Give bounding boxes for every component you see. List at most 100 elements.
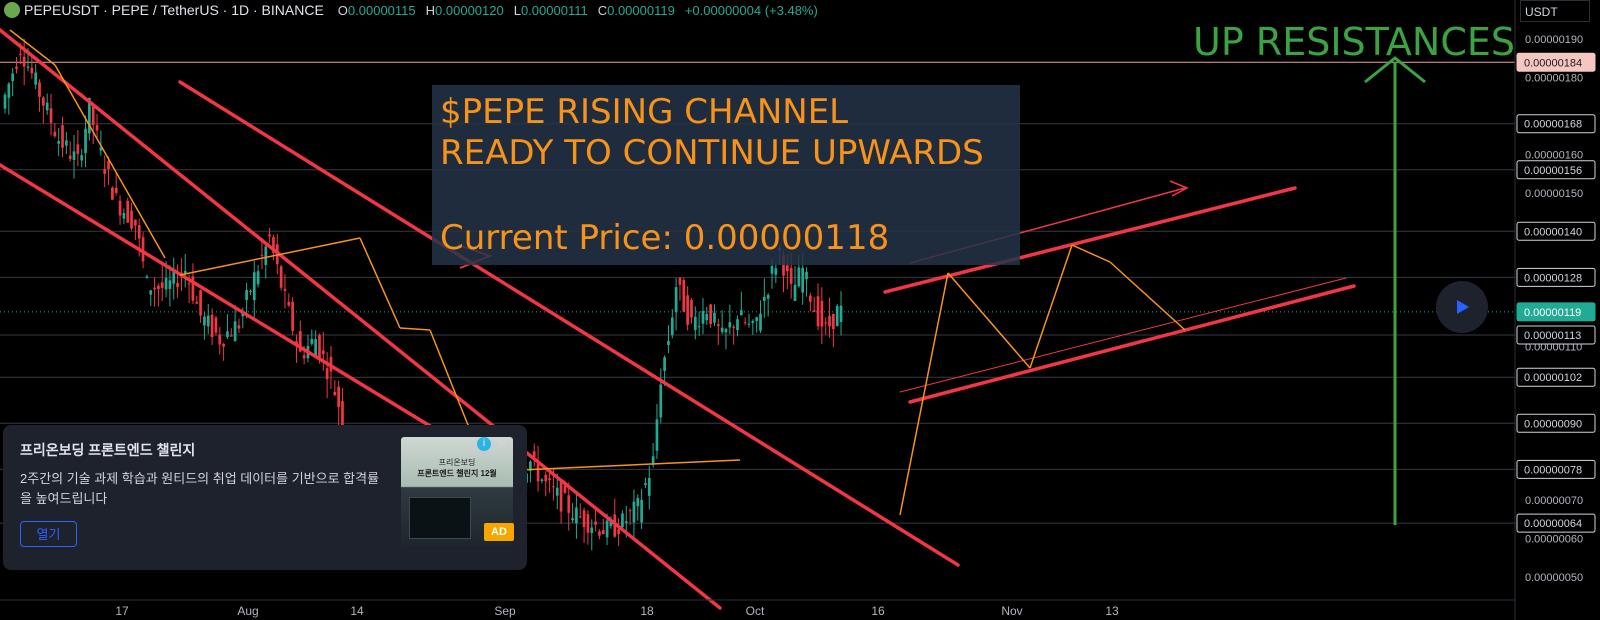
candle-body (674, 287, 678, 313)
candle-body (812, 310, 816, 312)
price-level-label: 0.00000113 (1524, 330, 1581, 342)
candle-body (797, 267, 801, 287)
pepe-logo-icon (4, 2, 20, 18)
symbol-label[interactable]: PEPEUSDT · PEPE / TetherUS · 1D · BINANC… (24, 2, 324, 18)
channel-line (883, 186, 1297, 294)
info-icon[interactable]: i (477, 437, 491, 451)
candle-body (38, 82, 41, 97)
candle-body (3, 94, 7, 109)
x-tick-label: Sep (494, 604, 516, 618)
candle-body (256, 271, 260, 285)
candle-body (644, 483, 647, 486)
y-tick-label: 0.00000190 (1525, 34, 1583, 46)
candle-body (663, 357, 666, 371)
candle-body (99, 147, 103, 151)
candle-body (659, 384, 663, 418)
candle-body (206, 315, 210, 327)
laptop-screen (409, 497, 471, 539)
candle-body (678, 277, 682, 285)
wave-arrow-line (899, 272, 949, 516)
candle-body (651, 456, 655, 465)
candle-body (210, 314, 214, 338)
candle-body (84, 128, 87, 153)
x-tick-label: Oct (746, 604, 765, 618)
candle-body (318, 335, 321, 358)
candle-body (655, 419, 659, 451)
candle-body (571, 518, 574, 521)
candle-body (805, 271, 808, 280)
candle-body (107, 161, 110, 169)
candle-body (249, 290, 252, 292)
price-level-tag (1516, 160, 1596, 180)
candle-body (264, 246, 268, 266)
candle-body (548, 478, 551, 481)
candle-body (594, 521, 597, 525)
channel-line (908, 284, 1356, 404)
candle-body (341, 401, 344, 426)
candle-body (774, 268, 778, 275)
up-resistances-label: UP RESISTANCES (1193, 20, 1516, 64)
ad-card[interactable]: 프리온보딩 프론트엔드 챌린지 2주간의 기술 과제 학습과 원티드의 취업 데… (3, 425, 527, 570)
candle-body (164, 278, 168, 290)
candle-body (563, 485, 567, 493)
x-tick-label: 16 (871, 604, 885, 618)
candle-body (295, 341, 298, 345)
candle-body (759, 313, 762, 331)
price-level-label: 0.00000168 (1524, 119, 1582, 131)
y-tick-label: 0.00000110 (1525, 341, 1582, 353)
play-button[interactable] (1436, 281, 1488, 333)
open-key: O (337, 2, 348, 18)
price-level-tag (1516, 367, 1596, 387)
candle-body (590, 527, 594, 533)
currency-selector[interactable]: USDT (1520, 0, 1590, 22)
price-level-tag (1516, 513, 1596, 533)
ad-open-button[interactable]: 열기 (20, 521, 77, 547)
candle-body (793, 284, 797, 301)
candle-body (835, 306, 839, 327)
ad-thumb-line2: 프론트엔드 챌린지 12월 (417, 469, 497, 478)
wave-arrow-line (399, 327, 431, 331)
candle-body (321, 350, 325, 355)
y-tick-label: 0.00000150 (1525, 188, 1583, 200)
candle-body (732, 326, 735, 328)
candle-body (68, 155, 72, 159)
candle-body (601, 530, 605, 535)
candle-body (114, 187, 118, 193)
price-level-label: 0.00000156 (1524, 165, 1582, 177)
candle-body (716, 324, 720, 326)
price-level-label: 0.00000184 (1524, 57, 1582, 69)
candle-body (801, 267, 805, 293)
candle-body (529, 461, 532, 471)
candle-body (45, 102, 49, 111)
candle-body (26, 66, 30, 68)
candle-body (333, 391, 337, 396)
candle-body (693, 316, 697, 330)
price-level-tag (1516, 221, 1596, 241)
close-icon[interactable]: × (496, 434, 508, 454)
candle-body (709, 304, 712, 324)
candle-body (789, 267, 793, 284)
low-key: L (513, 2, 521, 18)
candle-body (682, 280, 686, 312)
candle-body (578, 516, 582, 518)
candle-body (605, 520, 609, 538)
candle-body (30, 67, 34, 74)
candle-body (575, 507, 578, 524)
candle-body (272, 237, 275, 253)
candle-body (582, 510, 586, 528)
candle-body (751, 321, 755, 323)
candle-body (832, 313, 835, 330)
wave-arrow-line (9, 29, 56, 66)
candle-body (544, 474, 548, 482)
resistance-arrow-head (1364, 56, 1426, 84)
candle-body (621, 513, 624, 528)
candle-body (76, 144, 80, 154)
wave-arrow-line (429, 329, 471, 431)
candle-body (65, 140, 68, 146)
price-level-tag (1516, 267, 1596, 287)
candle-body (153, 287, 156, 290)
wave-arrow-line (947, 272, 1031, 369)
candle-body (705, 313, 709, 321)
candle-body (111, 187, 114, 200)
candle-body (176, 283, 179, 288)
